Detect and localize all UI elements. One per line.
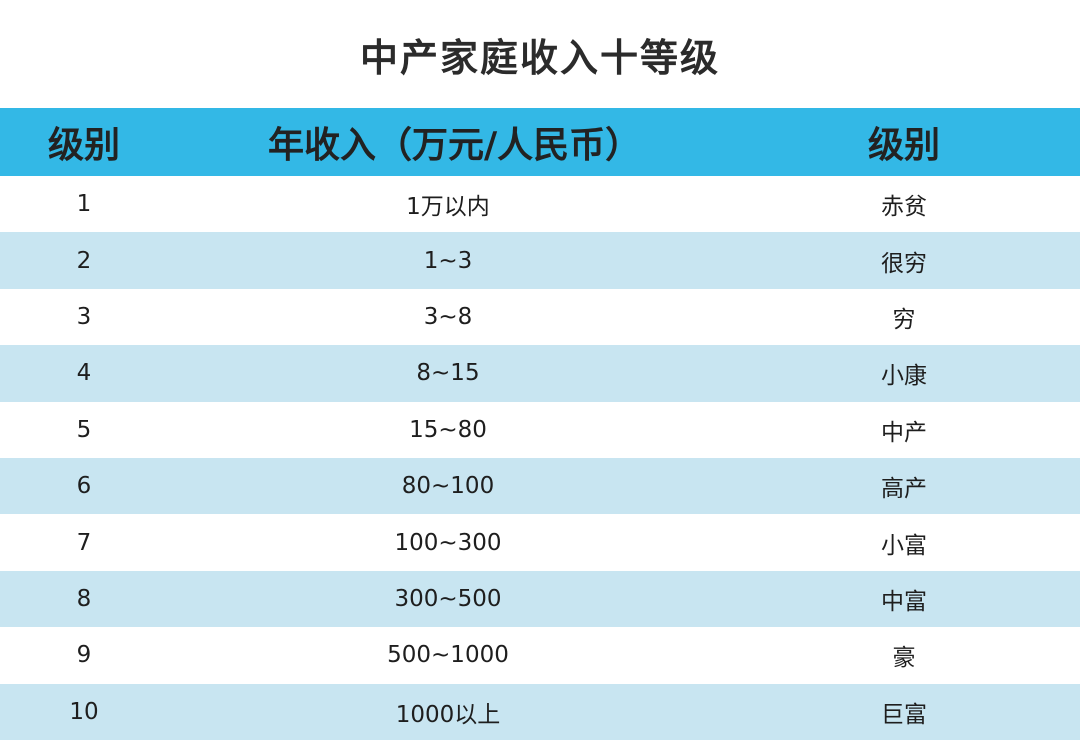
cell-income: 1000以上 bbox=[395, 701, 501, 728]
cell-class: 中富 bbox=[881, 588, 927, 615]
page-title: 中产家庭收入十等级 bbox=[359, 35, 720, 80]
cell-class: 很穷 bbox=[881, 250, 927, 277]
cell-level: 6 bbox=[76, 473, 92, 500]
cell-level: 2 bbox=[76, 247, 92, 274]
cell-income: 1~3 bbox=[423, 247, 473, 274]
table-row: 5 15~80 中产 bbox=[0, 401, 1080, 458]
table-row: 9 500~1000 豪 bbox=[0, 627, 1080, 684]
cell-class: 赤贫 bbox=[881, 194, 927, 221]
cell-level: 8 bbox=[76, 585, 92, 612]
cell-income: 100~300 bbox=[394, 529, 502, 556]
cell-income: 300~500 bbox=[394, 585, 502, 612]
cell-level: 5 bbox=[76, 416, 92, 443]
table-row: 1 1万以内 赤贫 bbox=[0, 176, 1080, 233]
table-row: 3 3~8 穷 bbox=[0, 288, 1080, 346]
cell-class: 高产 bbox=[881, 476, 927, 503]
cell-level: 7 bbox=[76, 529, 92, 556]
cell-income: 1万以内 bbox=[406, 194, 490, 221]
cell-income: 8~15 bbox=[416, 360, 480, 387]
cell-class: 小康 bbox=[881, 363, 927, 390]
income-table: 级别 年收入（万元/人民币） 级别 1 1万以内 赤贫 2 1~3 很穷 3 3… bbox=[0, 108, 1080, 740]
table-row: 8 300~500 中富 bbox=[0, 570, 1080, 628]
header-income: 年收入（万元/人民币） bbox=[268, 125, 642, 166]
table-row: 4 8~15 小康 bbox=[0, 345, 1080, 402]
cell-class: 巨富 bbox=[881, 701, 927, 728]
cell-level: 1 bbox=[76, 191, 92, 218]
cell-class: 小富 bbox=[881, 532, 927, 559]
cell-income: 500~1000 bbox=[387, 642, 509, 669]
cell-class: 豪 bbox=[892, 645, 916, 672]
table-row: 7 100~300 小富 bbox=[0, 514, 1080, 571]
cell-level: 3 bbox=[76, 303, 92, 330]
cell-level: 10 bbox=[69, 698, 99, 725]
header-class: 级别 bbox=[867, 125, 940, 166]
table-row: 10 1000以上 巨富 bbox=[0, 683, 1080, 740]
table-row: 6 80~100 高产 bbox=[0, 457, 1080, 515]
cell-income: 15~80 bbox=[409, 416, 487, 443]
cell-class: 穷 bbox=[892, 306, 916, 333]
cell-income: 80~100 bbox=[401, 473, 495, 500]
cell-level: 9 bbox=[76, 642, 92, 669]
cell-level: 4 bbox=[76, 360, 92, 387]
table-header: 级别 年收入（万元/人民币） 级别 bbox=[0, 108, 1080, 176]
cell-income: 3~8 bbox=[423, 303, 473, 330]
cell-class: 中产 bbox=[881, 419, 927, 446]
header-level: 级别 bbox=[47, 125, 120, 166]
table-row: 2 1~3 很穷 bbox=[0, 232, 1080, 289]
